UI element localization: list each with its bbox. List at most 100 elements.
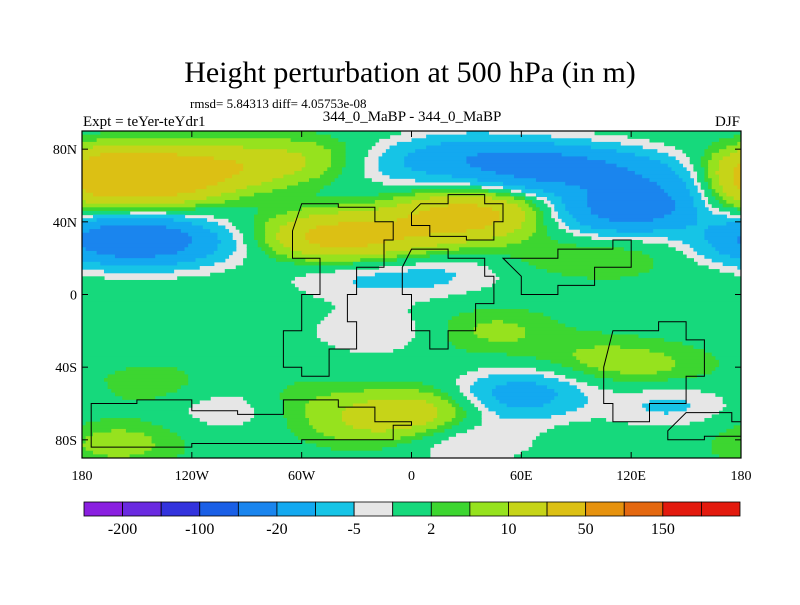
- field-cell: [708, 167, 720, 172]
- colorbar-swatch: [353, 501, 394, 517]
- field-cell: [594, 345, 621, 350]
- field-cell: [82, 454, 109, 458]
- field-cell: [290, 138, 339, 143]
- field-cell: [700, 388, 741, 394]
- field-cell: [700, 181, 709, 187]
- field-cell: [539, 207, 552, 212]
- field-cell: [338, 210, 420, 216]
- field-cell: [184, 370, 468, 376]
- field-cell: [437, 425, 453, 430]
- field-cell: [682, 240, 709, 245]
- field-cell: [177, 192, 222, 197]
- field-cell: [265, 221, 288, 227]
- field-cell: [488, 338, 519, 343]
- field-cell: [184, 450, 431, 455]
- colorbar-swatch: [392, 501, 432, 517]
- field-cell: [82, 316, 325, 321]
- field-cell: [177, 250, 215, 256]
- field-cell: [675, 363, 720, 368]
- field-cell: [82, 145, 94, 150]
- field-cell: [82, 196, 208, 201]
- field-cell: [719, 178, 735, 183]
- chart-subtitle: rmsd= 5.84313 diff= 4.05753e-08: [190, 96, 367, 111]
- field-cell: [726, 403, 741, 408]
- field-cell: [82, 210, 131, 216]
- field-cell: [82, 167, 244, 172]
- right-label: DJF: [715, 114, 740, 130]
- field-cell: [415, 319, 449, 325]
- field-cell: [396, 443, 435, 448]
- field-cell: [561, 152, 636, 158]
- field-cell: [481, 399, 500, 405]
- field-cell: [656, 370, 713, 376]
- field-cell: [499, 210, 526, 216]
- field-cell: [407, 152, 478, 158]
- field-cell: [649, 349, 705, 354]
- left-label: Expt = teYer-teYdr1: [83, 114, 205, 130]
- field-cell: [715, 247, 741, 252]
- field-cell: [477, 203, 519, 208]
- field-cell: [660, 160, 680, 165]
- field-cell: [733, 167, 741, 172]
- field-cell: [283, 243, 321, 248]
- field-cell: [554, 396, 588, 401]
- field-cell: [627, 167, 673, 172]
- field-cell: [82, 334, 317, 339]
- field-cell: [82, 134, 332, 139]
- field-cell: [492, 388, 555, 394]
- field-cell: [316, 225, 486, 230]
- field-cell: [382, 170, 427, 176]
- field-cell: [283, 174, 321, 179]
- field-cell: [719, 181, 735, 187]
- field-cell: [213, 156, 306, 161]
- field-cell: [235, 265, 380, 270]
- field-cell: [378, 207, 431, 212]
- field-cell: [85, 247, 186, 252]
- field-cell: [82, 370, 116, 376]
- field-cell: [177, 454, 431, 458]
- field-cell: [426, 421, 446, 426]
- field-cell: [711, 370, 741, 376]
- field-cell: [140, 418, 200, 423]
- field-cell: [682, 178, 694, 183]
- field-cell: [82, 149, 288, 154]
- field-cell: [554, 203, 566, 208]
- field-cell: [715, 392, 741, 397]
- field-cell: [330, 149, 347, 154]
- field-cell: [184, 439, 306, 445]
- field-cell: [711, 192, 720, 197]
- field-cell: [503, 181, 566, 187]
- field-cell: [528, 447, 713, 452]
- field-cell: [308, 418, 343, 423]
- field-cell: [565, 221, 581, 227]
- field-cell: [492, 392, 559, 397]
- field-cell: [506, 403, 544, 408]
- field-cell: [722, 156, 741, 161]
- field-cell: [429, 298, 741, 303]
- field-cell: [378, 156, 405, 161]
- field-cell: [305, 163, 332, 168]
- colorbar-swatch: [585, 501, 625, 517]
- field-cell: [82, 298, 325, 303]
- field-cell: [448, 330, 475, 336]
- field-cell: [188, 232, 219, 237]
- field-cell: [711, 443, 741, 448]
- field-cell: [492, 283, 741, 288]
- field-cell: [85, 436, 153, 441]
- field-cell: [415, 178, 478, 183]
- field-cell: [437, 414, 457, 419]
- field-cell: [521, 189, 544, 194]
- field-cell: [554, 207, 566, 212]
- field-cell: [517, 323, 566, 328]
- field-cell: [715, 189, 724, 194]
- field-cell: [422, 381, 457, 386]
- field-cell: [246, 247, 262, 252]
- field-cell: [433, 418, 453, 423]
- field-cell: [557, 210, 570, 216]
- field-cell: [243, 145, 325, 150]
- field-cell: [451, 396, 468, 401]
- field-cell: [316, 131, 402, 136]
- field-cell: [521, 240, 559, 245]
- field-cell: [279, 225, 317, 230]
- field-cell: [697, 170, 705, 176]
